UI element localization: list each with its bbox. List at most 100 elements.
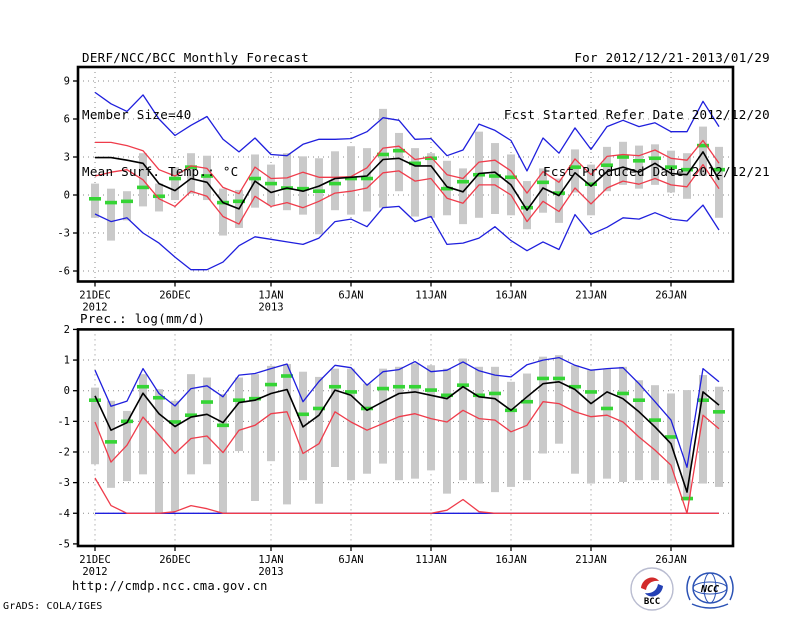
observation-dash xyxy=(137,185,149,190)
ensemble-spread-bar xyxy=(603,368,611,479)
ensemble-spread-bar xyxy=(411,363,419,479)
ncc-logo-text: NCC xyxy=(700,584,719,595)
observation-dash xyxy=(585,390,597,394)
x-tick-label: 21DEC xyxy=(79,290,111,302)
ensemble-mean-line xyxy=(95,151,720,211)
ensemble-max-line xyxy=(94,356,720,468)
observation-dash xyxy=(313,189,325,193)
observation-dash xyxy=(617,391,629,396)
y-tick-label: 9 xyxy=(64,75,70,87)
ncc-logo: NCC xyxy=(686,572,734,609)
observation-dash xyxy=(361,406,373,411)
observation-dash xyxy=(217,423,229,428)
produced-date-label: Fcst Produced Date 2012/12/21 xyxy=(543,164,770,179)
ensemble-spread-bar xyxy=(715,146,723,218)
y-tick-label: 1 xyxy=(64,355,70,367)
ensemble-spread-bar xyxy=(507,381,515,487)
observation-dash xyxy=(377,152,389,157)
x-tick-label: 11JAN xyxy=(415,554,447,566)
lower-spread-line xyxy=(94,163,720,225)
ensemble-spread-bar xyxy=(491,143,499,215)
header-right: For 2012/12/21-2013/01/29 Fcst Started R… xyxy=(504,10,770,219)
observation-dash xyxy=(361,176,373,181)
upper-spread-line xyxy=(95,139,720,195)
observation-dash xyxy=(697,398,709,402)
observation-dash xyxy=(169,176,181,181)
observation-dash xyxy=(409,384,421,389)
observation-dash xyxy=(393,148,405,153)
ncc-logo-equator xyxy=(692,581,728,595)
y-tick-label: -3 xyxy=(57,477,70,489)
x-tick-label: 26DEC xyxy=(159,554,191,566)
ensemble-spread-bar xyxy=(539,168,547,213)
grads-credit: GrADS: COLA/IGES xyxy=(3,601,103,612)
x-year-label: 2012 xyxy=(82,302,107,314)
observation-dash xyxy=(441,186,453,191)
y-tick-label: 0 xyxy=(64,190,70,202)
observation-dash xyxy=(377,386,389,391)
observation-dash xyxy=(425,388,437,392)
observation-dash xyxy=(409,161,421,166)
observation-dash xyxy=(169,420,181,424)
member-size-label: Member Size=40 xyxy=(82,107,192,122)
observation-dash xyxy=(473,172,485,177)
ensemble-spread-bar xyxy=(331,151,339,211)
ensemble-min-line xyxy=(94,204,720,271)
observation-dash xyxy=(249,396,261,401)
ensemble-spread-bar xyxy=(395,366,403,481)
ensemble-spread-bar xyxy=(107,188,115,241)
bcc-logo-text: BCC xyxy=(644,597,660,607)
observation-dash xyxy=(521,399,533,404)
ensemble-spread-bar xyxy=(411,148,419,217)
observation-dash xyxy=(489,174,501,178)
observation-dash xyxy=(537,376,549,381)
observation-dash xyxy=(185,165,197,169)
x-tick-label: 16JAN xyxy=(495,290,527,302)
ensemble-spread-bar xyxy=(587,164,595,216)
ensemble-spread-bar xyxy=(443,368,451,494)
y-tick-label: 6 xyxy=(64,113,70,125)
ensemble-spread-bar xyxy=(91,183,99,218)
y-tick-label: 3 xyxy=(64,151,70,163)
ensemble-spread-bar xyxy=(619,141,627,185)
observation-dash xyxy=(681,167,693,172)
ensemble-spread-bar xyxy=(283,364,291,505)
ensemble-spread-bar xyxy=(427,153,435,218)
observation-dash xyxy=(137,384,149,389)
observation-dash xyxy=(297,412,309,417)
observation-dash xyxy=(105,200,117,205)
ensemble-spread-bar xyxy=(363,383,371,474)
ensemble-spread-bar xyxy=(123,191,131,221)
observation-dash xyxy=(601,406,613,411)
x-year-label: 2013 xyxy=(258,566,283,578)
ensemble-spread-bar xyxy=(571,149,579,193)
ensemble-mean-line xyxy=(94,380,720,493)
ensemble-spread-bar xyxy=(379,368,387,464)
y-tick-label: -4 xyxy=(57,508,70,520)
observation-dash xyxy=(553,376,565,381)
ensemble-spread-bar xyxy=(475,366,483,484)
observation-dash xyxy=(569,165,581,169)
observation-dash xyxy=(233,398,245,402)
ensemble-spread-bar xyxy=(203,377,211,465)
x-tick-label: 16JAN xyxy=(495,554,527,566)
x-tick-label: 26JAN xyxy=(655,554,687,566)
ensemble-spread-bar xyxy=(139,374,147,475)
ensemble-spread-bar xyxy=(91,387,99,465)
ensemble-spread-bar xyxy=(683,390,691,501)
observation-dash xyxy=(601,163,613,168)
ensemble-spread-bar xyxy=(491,366,499,493)
y-tick-label: -5 xyxy=(57,538,70,550)
ensemble-spread-bar xyxy=(315,376,323,504)
observation-dash xyxy=(457,179,469,184)
observation-dash xyxy=(633,158,645,163)
observation-dash xyxy=(681,496,693,501)
ensemble-spread-bar xyxy=(299,156,307,215)
y-tick-label: -2 xyxy=(57,446,70,458)
y-tick-label: -6 xyxy=(57,266,70,278)
observation-dash xyxy=(617,155,629,159)
lower-spread-line xyxy=(94,401,720,514)
chart-frame xyxy=(76,65,735,283)
forecast-range-label: For 2012/12/21-2013/01/29 xyxy=(574,50,770,65)
